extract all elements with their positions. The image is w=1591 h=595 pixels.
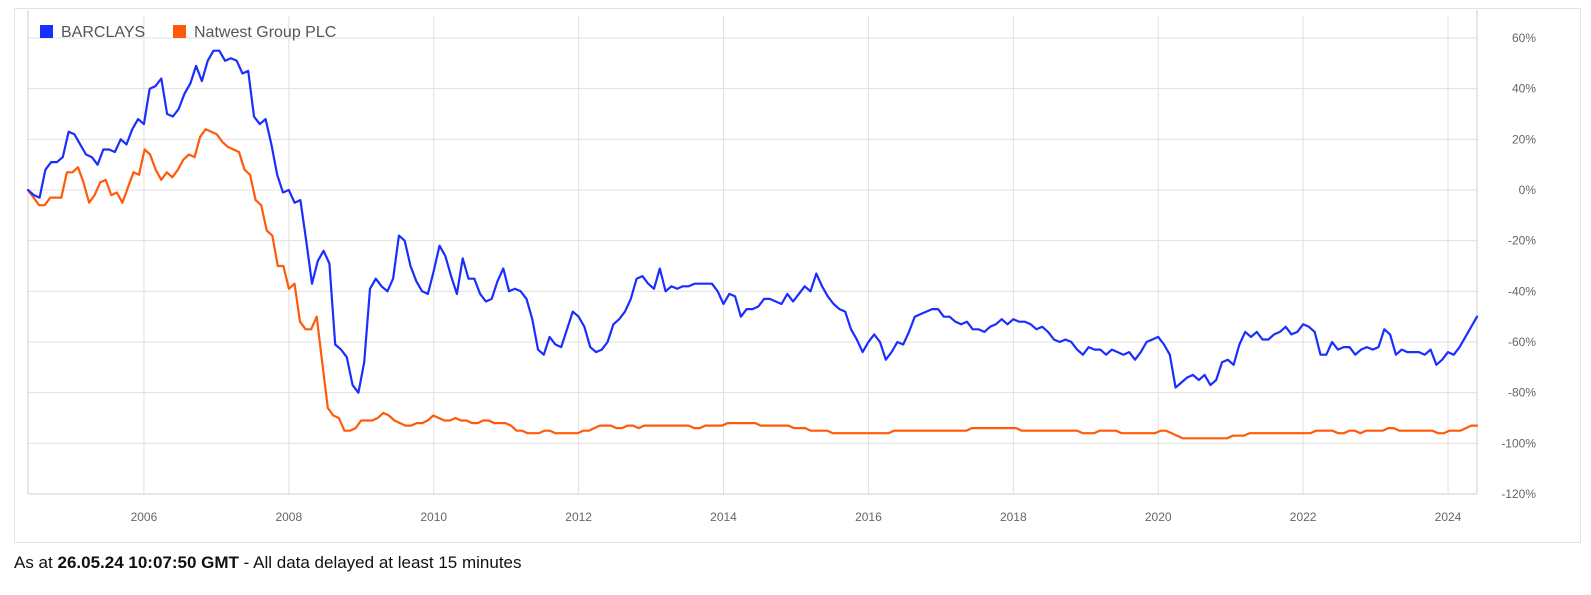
grid-lines	[28, 16, 1477, 495]
y-tick-label: -60%	[1508, 335, 1536, 349]
x-tick-label: 2012	[565, 510, 592, 524]
x-axis-tick-labels: 2006 2008 2010 2012 2014 2016 2018 2020 2022 2024	[131, 510, 1462, 524]
y-tick-label: -20%	[1508, 234, 1536, 248]
x-tick-label: 2014	[710, 510, 737, 524]
x-tick-label: 2020	[1145, 510, 1172, 524]
y-tick-label: 60%	[1512, 31, 1536, 45]
y-tick-label: -100%	[1501, 436, 1536, 450]
chart-container: 60% 40% 20% 0% -20% -40% -60% -80% -100% -120% 20…	[14, 8, 1581, 543]
legend-swatch-natwest	[173, 25, 186, 38]
x-tick-label: 2008	[275, 510, 302, 524]
series-line-barclays	[26, 49, 1479, 394]
y-tick-label: 0%	[1519, 183, 1537, 197]
y-tick-label: 40%	[1512, 82, 1536, 96]
x-tick-label: 2010	[420, 510, 447, 524]
plot-axes	[27, 10, 1478, 495]
x-tick-label: 2018	[1000, 510, 1027, 524]
legend-label-natwest: Natwest Group PLC	[194, 24, 336, 41]
footer-suffix: - All data delayed at least 15 minutes	[243, 553, 522, 572]
series-lines	[26, 49, 1479, 440]
legend-label-barclays: BARCLAYS	[61, 24, 145, 41]
y-tick-label: -120%	[1501, 487, 1536, 501]
legend: BARCLAYS Natwest Group PLC	[40, 24, 336, 41]
y-tick-label: -40%	[1508, 284, 1536, 298]
footer-timestamp: 26.05.24 10:07:50 GMT	[57, 553, 239, 572]
x-tick-label: 2006	[131, 510, 158, 524]
legend-swatch-barclays	[40, 25, 53, 38]
x-tick-label: 2022	[1290, 510, 1317, 524]
series-line-natwest	[26, 128, 1479, 440]
data-timestamp-note: As at 26.05.24 10:07:50 GMT - All data d…	[14, 553, 522, 573]
y-axis-tick-labels: 60% 40% 20% 0% -20% -40% -60% -80% -100% -120%	[1501, 31, 1536, 501]
x-tick-label: 2024	[1435, 510, 1462, 524]
line-chart[interactable]: 60% 40% 20% 0% -20% -40% -60% -80% -100% -120% 20…	[15, 9, 1582, 544]
y-tick-label: -80%	[1508, 386, 1536, 400]
y-tick-label: 20%	[1512, 132, 1536, 146]
x-tick-label: 2016	[855, 510, 882, 524]
footer-prefix: As at	[14, 553, 53, 572]
